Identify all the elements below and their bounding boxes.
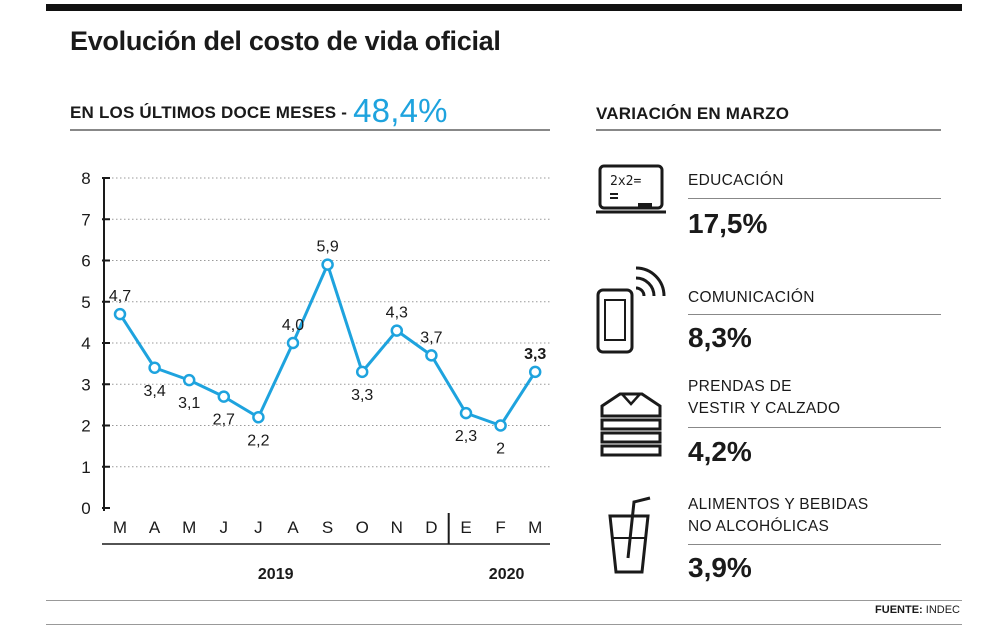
y-tick-label: 1 [81,458,90,477]
category-value: 8,3% [688,322,752,353]
x-tick-label: J [220,518,229,537]
data-label: 2,7 [213,412,235,429]
category-educacion: 2x2= EDUCACIÓN 17,5% [596,160,941,250]
y-tick-label: 2 [81,417,90,436]
category-separator [688,198,941,199]
year-label: 2020 [489,566,525,583]
data-label: 2 [496,441,505,458]
data-label: 5,9 [316,239,338,256]
y-tick-label: 8 [81,169,90,188]
drink-glass-icon [608,496,651,574]
data-label: 4,7 [109,288,131,305]
x-tick-label: M [528,518,542,537]
page-title: Evolución del costo de vida oficial [70,26,501,56]
x-tick-label: E [460,518,471,537]
data-point [182,373,196,387]
footer-rule-bottom [46,624,962,625]
y-tick-label: 7 [81,210,90,229]
y-tick-label: 3 [81,375,90,394]
y-tick-label: 5 [81,293,90,312]
data-label: 3,3 [351,387,373,404]
data-point [252,411,265,424]
y-tick-label: 4 [81,334,90,353]
x-tick-label: A [149,518,161,537]
category-label: EDUCACIÓN [688,172,784,189]
x-tick-label: D [425,518,437,537]
data-point [494,419,507,432]
data-label: 3,7 [420,329,442,346]
data-label: 3,3 [524,346,546,363]
data-label: 2,3 [455,428,477,445]
blackboard-icon: 2x2= [596,164,666,214]
svg-text:2x2=: 2x2= [610,174,641,189]
x-tick-label: M [113,518,127,537]
x-tick-label: O [356,518,369,537]
data-point [113,307,127,321]
data-point [321,258,334,271]
inflation-line-chart: 0 1 2 3 4 5 6 7 8 M A M J J A S O N D E F M 2019 2020 4,7 3,4 3,1 2… [81,169,550,583]
data-label: 3,4 [143,383,165,400]
smartphone-icon [596,266,666,354]
data-point [148,361,161,374]
x-tick-label: F [495,518,505,537]
category-separator [688,314,941,315]
period-heading: EN LOS ÚLTIMOS DOCE MESES - 48,4% [70,88,448,129]
category-prendas: PRENDAS DE VESTIR Y CALZADO 4,2% [596,376,941,476]
right-divider [596,129,941,131]
y-tick-label: 0 [81,499,90,518]
data-label: 4,3 [386,305,408,322]
period-label: EN LOS ÚLTIMOS DOCE MESES - [70,103,348,122]
data-point [459,406,473,420]
category-label: ALIMENTOS Y BEBIDAS NO ALCOHÓLICAS [688,496,869,535]
source-credit: FUENTE: INDEC [875,604,960,616]
category-separator [688,427,941,428]
category-value: 3,9% [688,552,752,583]
x-tick-label: M [182,518,196,537]
category-label: PRENDAS DE VESTIR Y CALZADO [688,378,841,417]
category-value: 4,2% [688,436,752,467]
x-tick-label: N [391,518,403,537]
data-label: 4,0 [282,317,304,334]
folded-clothes-icon [600,392,662,457]
left-divider [70,129,550,131]
data-point [390,324,404,337]
data-point [286,336,300,350]
data-point [528,365,542,379]
variation-heading: VARIACIÓN EN MARZO [596,104,790,123]
y-tick-label: 6 [81,252,90,271]
footer-rule-top [46,600,962,601]
period-total-value: 48,4% [353,92,448,129]
top-rule [46,4,962,11]
data-label: 2,2 [247,432,269,449]
category-label: COMUNICACIÓN [688,289,815,306]
x-tick-label: J [254,518,263,537]
data-point [425,349,438,362]
data-label: 3,1 [178,395,200,412]
category-comunicacion: COMUNICACIÓN 8,3% [596,262,941,362]
category-separator [688,544,941,545]
data-point [217,390,231,403]
x-tick-label: S [322,518,333,537]
category-value: 17,5% [688,208,768,239]
x-tick-label: A [287,518,299,537]
category-alimentos: ALIMENTOS Y BEBIDAS NO ALCOHÓLICAS 3,9% [596,494,941,594]
data-point [355,365,369,379]
year-label: 2019 [258,566,294,583]
